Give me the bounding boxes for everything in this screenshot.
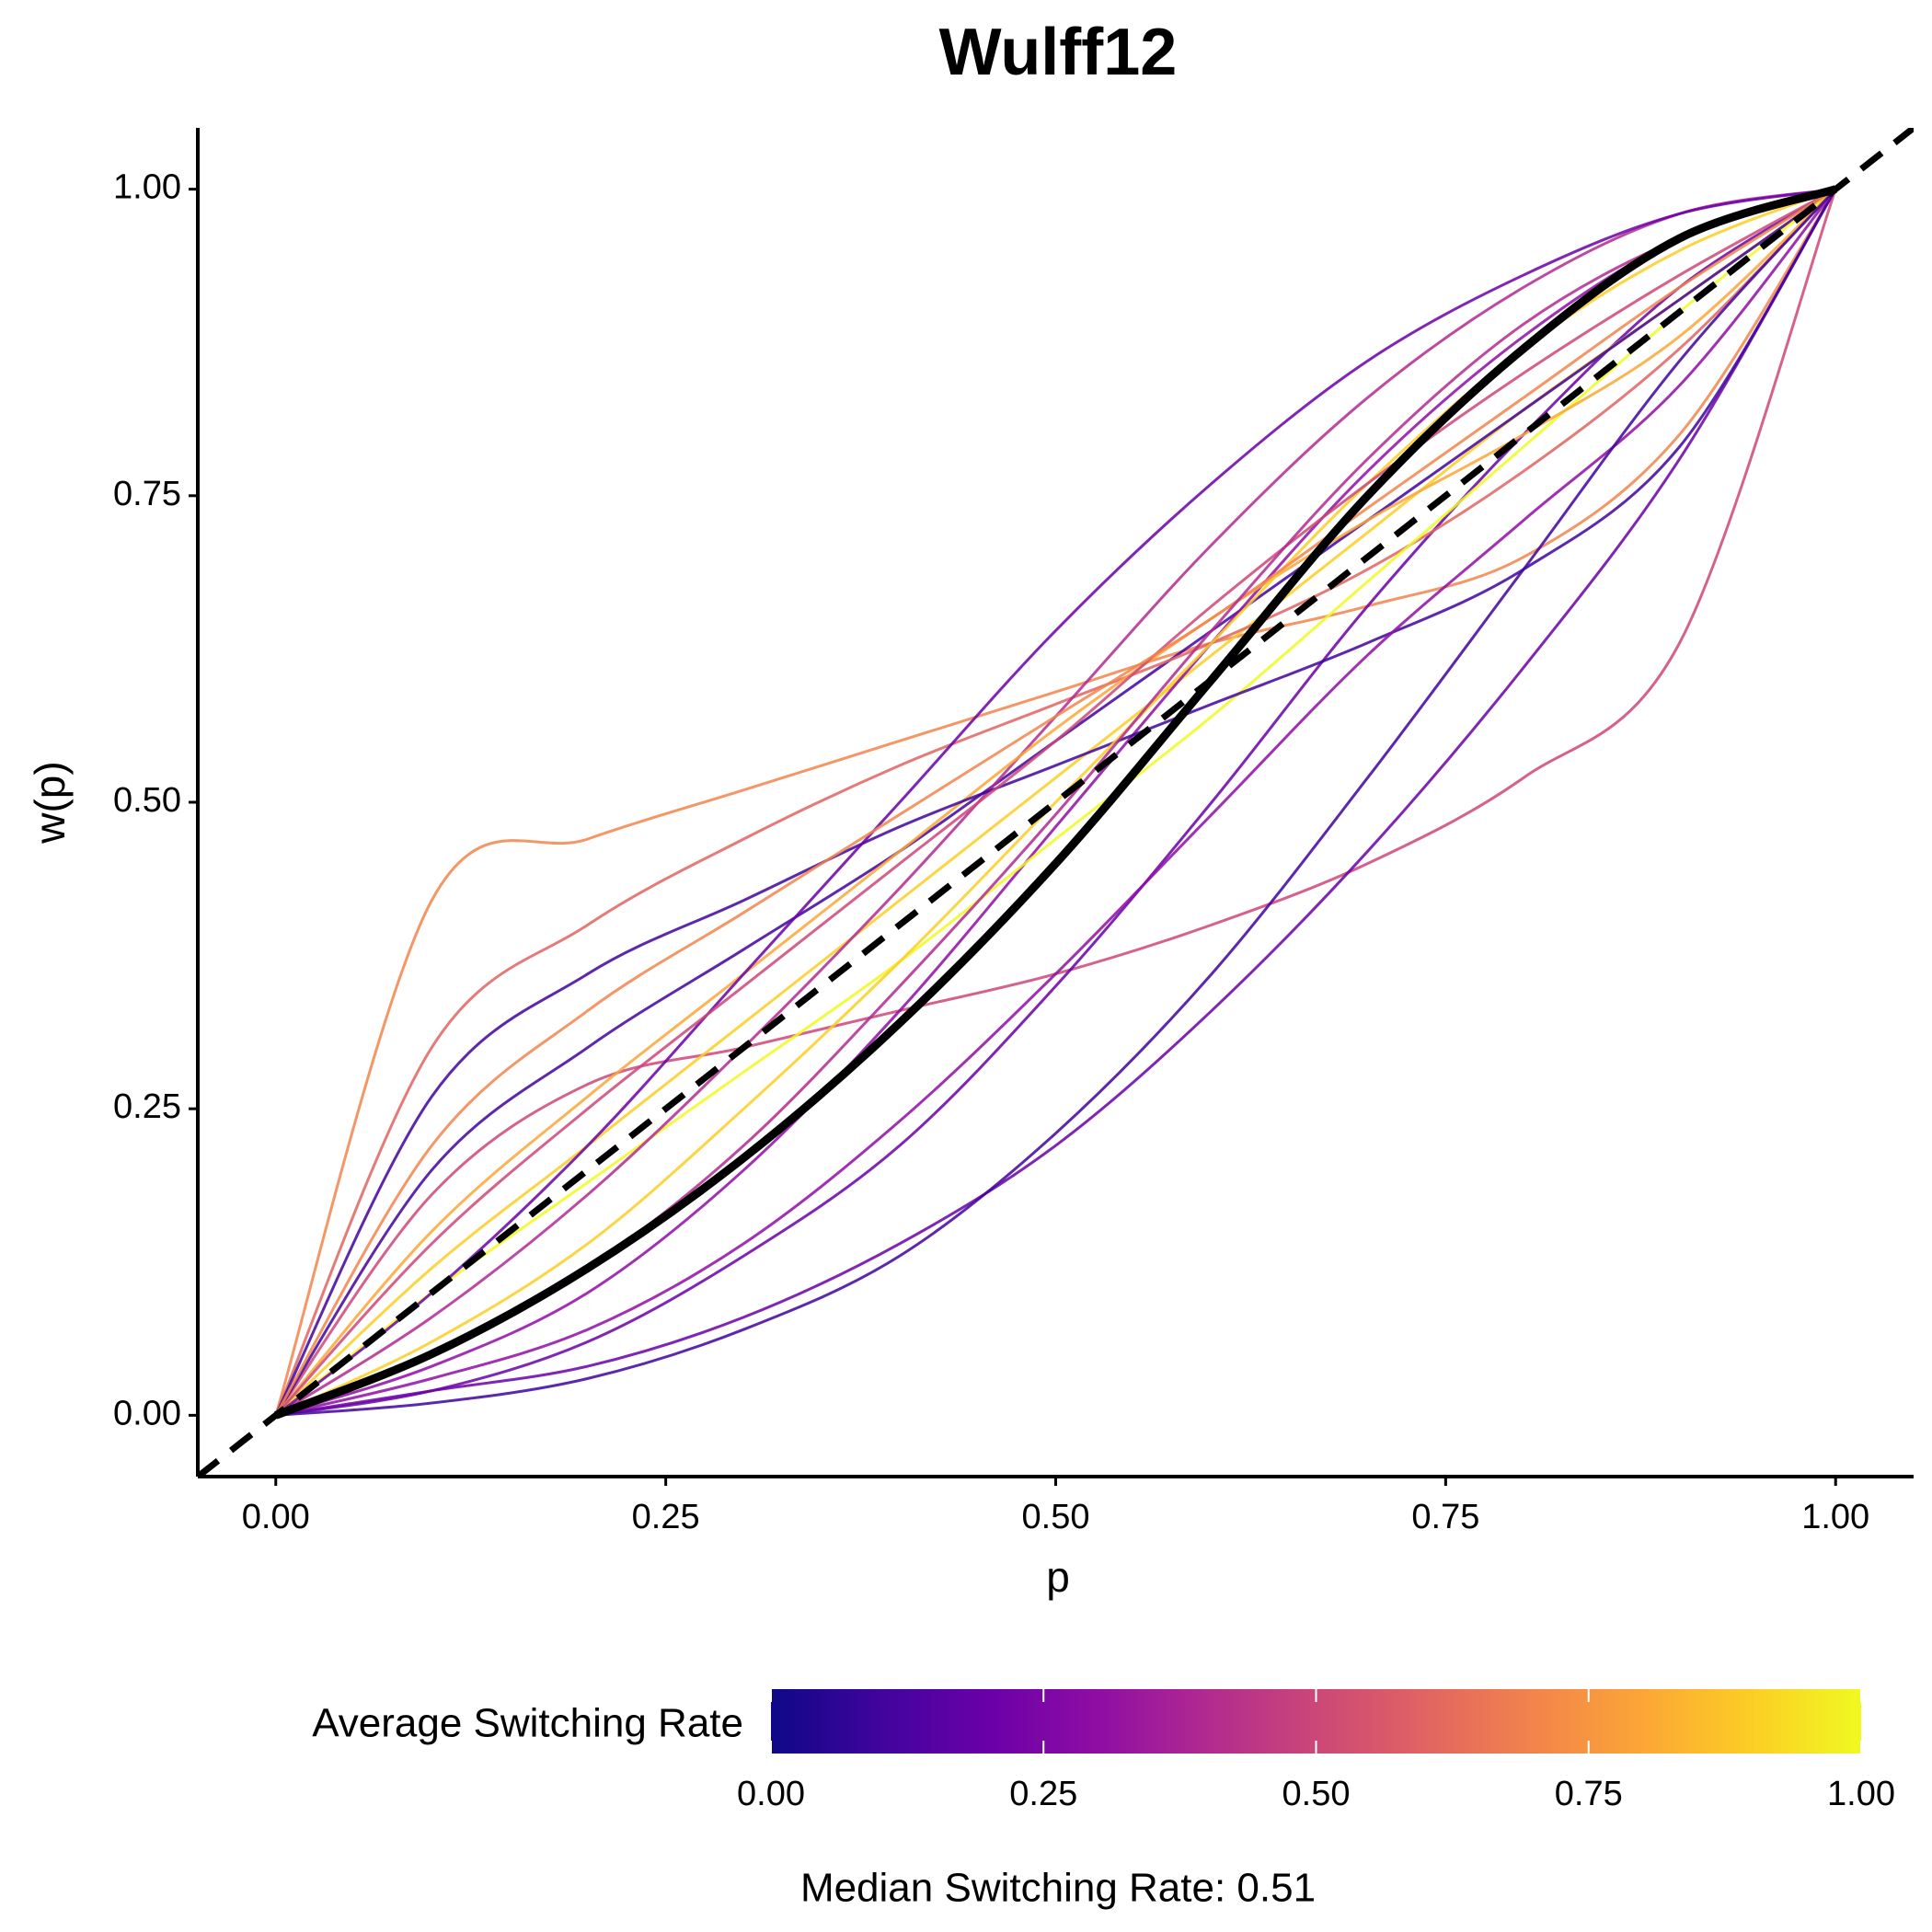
curve	[274, 188, 1836, 1417]
curve	[274, 188, 1837, 1417]
curve	[274, 188, 1837, 1417]
colorbar-title: Average Switching Rate	[312, 1701, 743, 1746]
colorbar-tick-label: 0.00	[737, 1775, 805, 1813]
x-tick-label: 0.25	[632, 1498, 700, 1536]
curve	[275, 188, 1836, 1417]
x-tick-label: 0.75	[1411, 1498, 1479, 1536]
plot-lines	[198, 128, 1914, 1477]
curve	[274, 188, 1836, 1417]
curve	[274, 188, 1836, 1417]
curve	[274, 188, 1837, 1416]
curve	[275, 188, 1837, 1417]
curve	[274, 188, 1837, 1416]
y-tick-label: 1.00	[113, 168, 181, 207]
y-tick-label: 0.25	[113, 1087, 181, 1126]
caption: Median Switching Rate: 0.51	[800, 1866, 1316, 1911]
colorbar-tick-label: 1.00	[1827, 1775, 1895, 1813]
colorbar-tick-label: 0.25	[1009, 1775, 1077, 1813]
curve	[274, 188, 1837, 1417]
colorbar-tick-label: 0.50	[1282, 1775, 1351, 1813]
curve	[275, 188, 1837, 1417]
identity-line	[198, 128, 1914, 1477]
y-tick-label: 0.00	[113, 1394, 181, 1432]
chart-title: Wulff12	[939, 16, 1178, 89]
curve	[274, 189, 1837, 1417]
colorbar-tick-label: 0.75	[1555, 1775, 1623, 1813]
curve	[274, 188, 1837, 1417]
mean-curve	[274, 185, 1837, 1420]
curve	[275, 188, 1837, 1417]
curve	[275, 188, 1837, 1417]
x-tick-label: 0.00	[242, 1498, 310, 1536]
y-tick-label: 0.50	[113, 781, 181, 820]
y-tick-label: 0.75	[113, 475, 181, 513]
x-tick-label: 0.50	[1022, 1498, 1090, 1536]
x-axis-title: p	[1046, 1553, 1070, 1601]
x-tick-label: 1.00	[1801, 1498, 1869, 1536]
y-axis-title: w(p)	[26, 761, 74, 844]
